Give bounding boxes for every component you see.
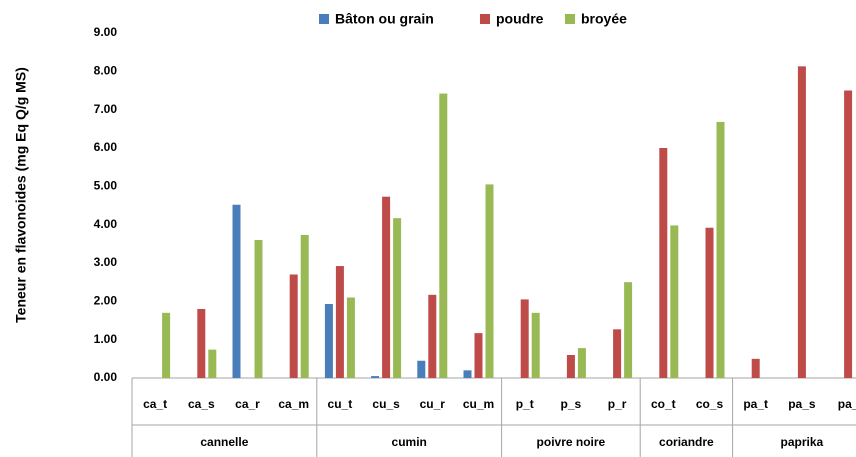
x-tick-label: p_t — [516, 397, 534, 411]
group-label: paprika — [781, 435, 824, 449]
group-label: poivre noire — [537, 435, 606, 449]
y-tick-label: 1.00 — [94, 332, 118, 346]
y-tick-label: 0.00 — [94, 370, 118, 384]
bar — [705, 227, 714, 378]
group-label: coriandre — [659, 435, 714, 449]
group-label: cumin — [392, 435, 427, 449]
bar — [417, 360, 426, 378]
bar — [254, 240, 263, 378]
bar — [335, 266, 344, 378]
y-axis-label: Teneur en flavonoides (mg Eq Q/g MS) — [13, 67, 29, 323]
bar — [624, 282, 633, 378]
bar — [577, 348, 586, 378]
bar — [659, 148, 668, 378]
bar — [474, 333, 483, 378]
group-label: cannelle — [200, 435, 248, 449]
y-tick-label: 3.00 — [94, 255, 118, 269]
bar — [439, 93, 448, 379]
x-tick-label: ca_t — [143, 397, 167, 411]
x-tick-label: ca_r — [235, 397, 260, 411]
legend-label: broyée — [581, 11, 627, 27]
x-tick-label: ca_s — [188, 397, 215, 411]
bar — [162, 312, 171, 378]
bar — [300, 235, 309, 378]
bar — [324, 304, 333, 378]
legend-label: poudre — [496, 11, 544, 27]
y-tick-label: 2.00 — [94, 294, 118, 308]
x-tick-label: co_t — [651, 397, 676, 411]
bar — [531, 312, 540, 378]
bar — [208, 349, 217, 378]
x-tick-label: cu_t — [328, 397, 353, 411]
bar — [232, 204, 241, 378]
legend-swatch — [319, 14, 329, 24]
bar — [371, 376, 380, 378]
y-tick-label: 8.00 — [94, 64, 118, 78]
y-tick-label: 5.00 — [94, 179, 118, 193]
bar — [197, 309, 206, 378]
y-tick-label: 9.00 — [94, 25, 118, 39]
bar — [670, 225, 679, 378]
bar — [382, 196, 391, 378]
x-tick-label: pa_t — [743, 397, 768, 411]
bar — [289, 274, 298, 378]
bar — [797, 66, 806, 378]
bar — [844, 90, 853, 378]
x-tick-label: co_s — [696, 397, 724, 411]
bar — [463, 370, 472, 378]
x-tick-label: cu_s — [372, 397, 400, 411]
bar — [520, 299, 529, 378]
y-tick-label: 7.00 — [94, 102, 118, 116]
legend-label: Bâton ou grain — [335, 11, 434, 27]
x-tick-label: cu_r — [420, 397, 446, 411]
bar — [393, 218, 402, 378]
bar — [716, 121, 725, 378]
x-tick-label: pa_s — [788, 397, 816, 411]
x-tick-label: cu_m — [463, 397, 494, 411]
bar — [346, 297, 355, 378]
x-tick-label: p_r — [608, 397, 627, 411]
bar — [428, 294, 437, 378]
bar — [751, 358, 760, 378]
legend-swatch — [565, 14, 575, 24]
x-tick-label: p_s — [561, 397, 582, 411]
x-tick-label: pa_ — [838, 397, 856, 411]
y-tick-label: 4.00 — [94, 217, 118, 231]
x-tick-label: ca_m — [278, 397, 309, 411]
y-tick-label: 6.00 — [94, 140, 118, 154]
bar — [485, 184, 494, 378]
bar — [613, 329, 622, 378]
bar — [566, 355, 575, 378]
legend-swatch — [480, 14, 490, 24]
